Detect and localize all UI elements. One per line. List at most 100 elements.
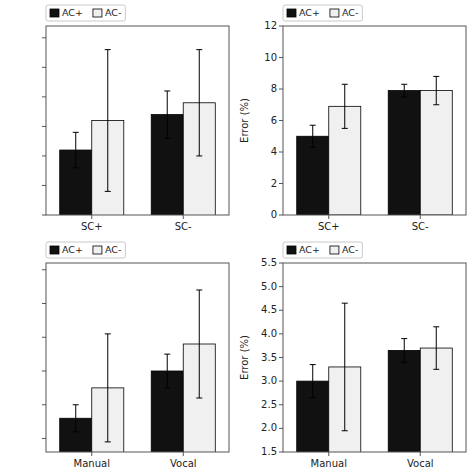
error-cap — [433, 369, 439, 370]
error-cap — [196, 155, 202, 156]
error-bar — [401, 339, 407, 363]
error-stem — [436, 76, 437, 104]
y-tick-label: 1.5 — [261, 446, 277, 457]
plot-frame — [283, 26, 466, 215]
error-stem — [167, 354, 168, 388]
y-tick — [279, 26, 283, 27]
error-bar — [73, 405, 79, 432]
error-bar — [342, 303, 348, 431]
bars — [297, 76, 453, 215]
error-cap — [433, 326, 439, 327]
x-tick-label: SC- — [412, 221, 429, 232]
error-bar — [105, 334, 111, 442]
y-tick — [279, 381, 283, 382]
x-tick-label: SC+ — [81, 221, 103, 232]
error-cap — [164, 138, 170, 139]
legend-swatch — [330, 246, 339, 254]
y-tick-label: 2 — [271, 178, 277, 189]
y-tick-label: 3.0 — [261, 375, 277, 386]
legend-label: AC+ — [299, 7, 320, 18]
error-stem — [344, 303, 345, 431]
legend-frame — [46, 5, 125, 21]
panel: 1.52.02.53.03.54.04.55.05.5ManualVocalEr… — [239, 242, 466, 474]
y-tick-label: 6 — [271, 115, 277, 126]
error-bar — [433, 76, 439, 104]
error-cap — [196, 49, 202, 50]
error-cap — [401, 96, 407, 97]
error-cap — [342, 84, 348, 85]
legend-swatch — [287, 9, 296, 17]
legend-swatch — [330, 9, 339, 17]
y-tick — [42, 96, 46, 97]
legend-label: AC- — [105, 7, 121, 18]
legend-swatch — [287, 246, 296, 254]
plot-frame — [46, 263, 229, 452]
bar — [388, 91, 420, 215]
bar — [420, 91, 452, 215]
bars — [60, 50, 216, 215]
x-tick-label: SC- — [175, 221, 192, 232]
y-tick-label: 5.0 — [261, 281, 277, 292]
y-tick — [279, 263, 283, 264]
bars — [297, 303, 453, 452]
error-cap — [105, 333, 111, 334]
y-tick-label: 4.0 — [261, 328, 277, 339]
y-tick — [279, 89, 283, 90]
x-tick — [420, 452, 421, 456]
legend-frame — [283, 5, 362, 21]
error-cap — [310, 125, 316, 126]
x-tick — [183, 452, 184, 456]
y-tick — [279, 404, 283, 405]
x-tick — [328, 452, 329, 456]
error-cap — [105, 49, 111, 50]
legend-frame — [283, 242, 362, 258]
x-tick — [328, 215, 329, 219]
error-cap — [433, 104, 439, 105]
error-stem — [167, 91, 168, 138]
x-tick — [420, 215, 421, 219]
bar — [388, 350, 420, 452]
y-tick — [279, 183, 283, 184]
y-tick — [42, 67, 46, 68]
error-bar — [73, 132, 79, 167]
y-tick — [279, 357, 283, 358]
error-cap — [310, 397, 316, 398]
legend-swatch — [93, 9, 102, 17]
y-tick — [42, 371, 46, 372]
bar — [297, 136, 329, 215]
error-bar — [401, 84, 407, 97]
legend: AC+AC- — [46, 242, 125, 258]
error-cap — [164, 387, 170, 388]
plot-frame — [283, 263, 466, 452]
x-tick-label: Vocal — [170, 458, 197, 469]
y-tick — [279, 215, 283, 216]
panel: ManualVocalAC+AC- — [42, 242, 229, 474]
error-bar — [196, 290, 202, 398]
x-tick-label: Manual — [311, 458, 347, 469]
error-stem — [75, 132, 76, 167]
y-tick — [279, 310, 283, 311]
y-tick-label: 2.0 — [261, 422, 277, 433]
error-stem — [199, 290, 200, 398]
y-tick — [279, 428, 283, 429]
legend-label: AC+ — [299, 244, 320, 255]
error-stem — [312, 125, 313, 147]
y-tick — [42, 215, 46, 216]
legend-label: AC- — [342, 7, 358, 18]
error-bar — [196, 50, 202, 156]
y-tick — [279, 152, 283, 153]
y-axis-label: Error (%) — [239, 335, 250, 380]
legend-label: AC- — [105, 244, 121, 255]
y-tick — [279, 452, 283, 453]
panel: 024681012SC+SC-Error (%)AC+AC- — [239, 5, 466, 232]
legend-label: AC- — [342, 244, 358, 255]
y-tick — [279, 57, 283, 58]
y-tick — [279, 286, 283, 287]
legend-frame — [46, 242, 125, 258]
error-stem — [107, 50, 108, 192]
error-cap — [196, 398, 202, 399]
error-bar — [164, 354, 170, 388]
legend-swatch — [50, 246, 59, 254]
x-tick — [91, 215, 92, 219]
legend: AC+ AC- — [283, 242, 362, 258]
